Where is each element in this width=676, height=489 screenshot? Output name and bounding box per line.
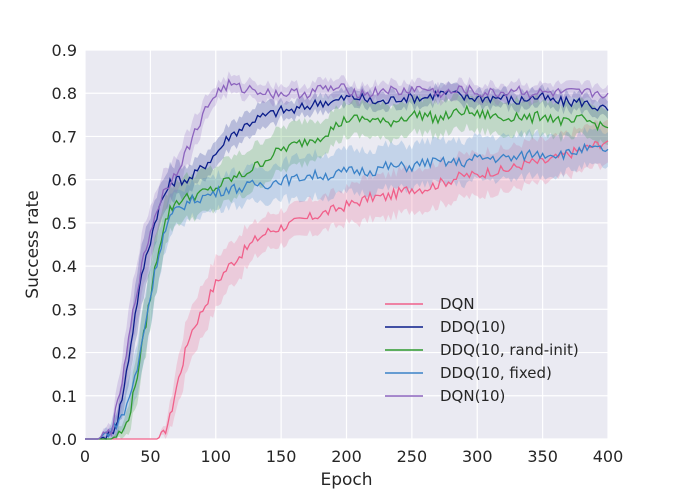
x-tick-label: 250 [397,447,428,466]
legend-label: DQN [440,295,475,313]
grid-lines [84,49,609,440]
y-tick-label: 0.8 [52,84,77,103]
x-tick-label: 100 [200,447,231,466]
x-tick-label: 150 [266,447,297,466]
y-tick-label: 0.3 [52,300,77,319]
y-tick-label: 0.2 [52,344,77,363]
series-line-1 [85,88,609,440]
legend-label: DDQ(10, fixed) [440,364,552,382]
x-tick-label: 400 [593,447,624,466]
confidence-bands [85,71,608,440]
y-tick-label: 0.0 [52,430,77,449]
legend-label: DDQ(10) [440,318,506,336]
y-tick-label: 0.1 [52,387,77,406]
band-2 [85,89,608,439]
series-lines [85,78,609,440]
y-tick-label: 0.7 [52,127,77,146]
y-axis-label: Success rate [23,190,43,298]
y-tick-label: 0.9 [52,41,77,60]
x-tick-label: 50 [140,447,160,466]
legend-label: DDQ(10, rand-init) [440,341,579,359]
x-axis-label: Epoch [320,470,372,489]
x-tick-label: 300 [462,447,493,466]
x-tick-label: 350 [527,447,558,466]
y-tick-label: 0.6 [52,171,77,190]
legend-label: DQN(10) [440,387,505,405]
series-line-3 [85,142,609,440]
series-line-4 [85,78,609,440]
y-tick-label: 0.4 [52,257,77,276]
x-tick-label: 200 [331,447,362,466]
legend: DQN DDQ(10) DDQ(10, rand-init) DDQ(10, fixe… [385,295,579,405]
x-tick-labels: 0 50 100 150 200 250 300 350 400 [80,447,623,466]
y-tick-label: 0.5 [52,214,77,233]
band-0 [85,119,608,439]
x-tick-label: 0 [80,447,90,466]
series-line-2 [85,104,609,440]
band-3 [85,127,608,439]
y-tick-labels: 0.0 0.1 0.2 0.3 0.4 0.5 0.6 0.7 0.8 0.9 [52,41,77,449]
series-line-0 [85,140,609,440]
